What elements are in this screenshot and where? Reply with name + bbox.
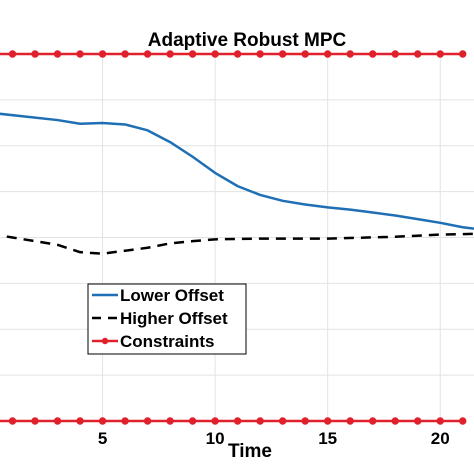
- constraint-marker: [414, 417, 422, 425]
- constraint-marker: [346, 417, 354, 425]
- constraint-marker: [53, 50, 62, 58]
- constraint-marker: [368, 417, 377, 425]
- constraint-marker: [121, 50, 129, 58]
- x-tick-label: 15: [318, 429, 337, 448]
- constraint-marker: [211, 50, 219, 58]
- lower-offset-line: [0, 112, 474, 230]
- constraint-marker: [346, 50, 354, 58]
- constraint-marker: [414, 50, 422, 58]
- constraint-marker: [233, 417, 242, 425]
- constraint-marker: [368, 50, 377, 58]
- legend-label: Higher Offset: [120, 309, 228, 328]
- legend-marker: [101, 337, 109, 345]
- constraint-marker: [233, 50, 242, 58]
- chart-title: Adaptive Robust MPC: [148, 30, 347, 51]
- constraint-marker: [143, 417, 152, 425]
- series-layer: [0, 50, 474, 425]
- constraint-marker: [278, 417, 287, 425]
- constraint-marker: [323, 50, 332, 58]
- x-tick-labels: 5 10 15 20: [98, 429, 450, 448]
- constraint-marker: [121, 417, 129, 425]
- constraint-marker: [8, 417, 17, 425]
- constraint-marker: [301, 417, 309, 425]
- constraint-marker: [188, 417, 197, 425]
- constraint-marker: [98, 417, 107, 425]
- legend-label: Lower Offset: [120, 286, 224, 305]
- constraint-marker: [166, 50, 174, 58]
- constraint-marker: [278, 50, 287, 58]
- x-axis-label: Time: [228, 441, 272, 462]
- constraint-marker: [76, 417, 84, 425]
- x-tick-label: 20: [431, 429, 450, 448]
- constraint-marker: [391, 50, 399, 58]
- constraint-marker: [459, 417, 467, 425]
- higher-offset-line: [0, 232, 474, 255]
- x-tick-label: 5: [98, 429, 107, 448]
- constraint-marker: [143, 50, 152, 58]
- constraint-marker: [211, 417, 219, 425]
- constraint-marker: [256, 50, 264, 58]
- constraint-marker: [436, 417, 444, 425]
- x-tick-label: 10: [206, 429, 225, 448]
- constraint-marker: [391, 417, 399, 425]
- constraint-marker: [166, 417, 174, 425]
- constraint-marker: [76, 50, 84, 58]
- legend-label: Constraints: [120, 332, 214, 351]
- constraint-marker: [31, 50, 39, 58]
- constraint-marker: [31, 417, 39, 425]
- legend: Lower Offset Higher Offset Constraints: [87, 283, 247, 355]
- constraint-marker: [436, 50, 444, 58]
- constraint-marker: [256, 417, 264, 425]
- constraint-marker: [53, 417, 62, 425]
- constraint-marker: [188, 50, 197, 58]
- constraint-marker: [323, 417, 332, 425]
- constraint-marker: [8, 50, 17, 58]
- constraint-marker: [98, 50, 107, 58]
- constraint-marker: [459, 50, 467, 58]
- constraint-marker: [301, 50, 309, 58]
